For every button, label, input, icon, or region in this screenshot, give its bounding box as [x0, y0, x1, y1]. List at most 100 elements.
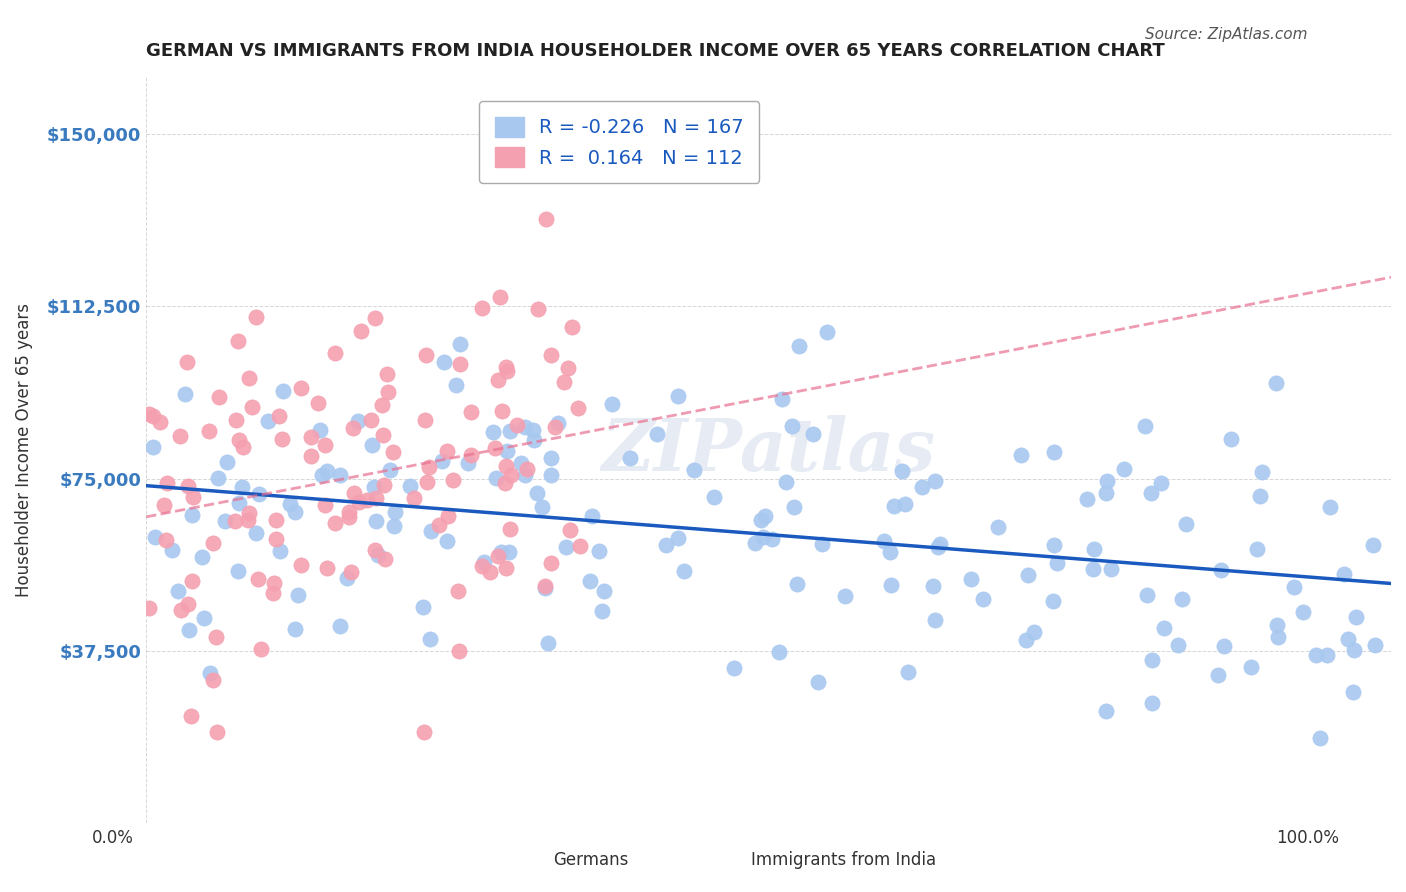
- Point: [347, 414, 370, 428]
- Point: [666, 389, 689, 403]
- Point: [373, 428, 395, 442]
- Point: [180, 709, 202, 723]
- Point: [384, 505, 406, 519]
- Point: [1140, 485, 1163, 500]
- Point: [247, 487, 270, 501]
- Point: [1264, 376, 1286, 390]
- Point: [217, 455, 239, 469]
- Text: Immigrants from India: Immigrants from India: [751, 851, 936, 869]
- Point: [482, 425, 505, 439]
- Point: [894, 497, 917, 511]
- Point: [299, 449, 322, 463]
- Point: [284, 622, 307, 636]
- Point: [1112, 462, 1135, 476]
- Point: [267, 409, 290, 423]
- Point: [1153, 621, 1175, 635]
- Point: [460, 405, 482, 419]
- Point: [1239, 659, 1261, 673]
- Point: [801, 427, 824, 442]
- Point: [437, 508, 460, 523]
- Point: [1220, 432, 1243, 446]
- Point: [1042, 594, 1064, 608]
- Point: [416, 475, 439, 489]
- Point: [169, 602, 191, 616]
- Point: [924, 613, 946, 627]
- Point: [307, 395, 329, 409]
- Point: [228, 334, 250, 349]
- Point: [987, 519, 1010, 533]
- Point: [315, 438, 337, 452]
- Point: [224, 514, 246, 528]
- Point: [231, 479, 253, 493]
- Point: [371, 398, 394, 412]
- Point: [470, 301, 492, 316]
- Point: [1309, 731, 1331, 746]
- Point: [449, 357, 471, 371]
- Point: [176, 479, 198, 493]
- Point: [486, 549, 509, 563]
- Point: [446, 377, 468, 392]
- Point: [290, 558, 312, 572]
- Point: [420, 524, 443, 538]
- Point: [271, 432, 294, 446]
- Point: [495, 444, 517, 458]
- Point: [489, 290, 512, 304]
- Point: [960, 572, 983, 586]
- Point: [271, 384, 294, 399]
- Point: [749, 513, 772, 527]
- Point: [284, 505, 307, 519]
- Point: [238, 370, 260, 384]
- Point: [176, 354, 198, 368]
- Point: [1150, 476, 1173, 491]
- Point: [897, 665, 920, 680]
- Point: [1343, 643, 1365, 657]
- Point: [927, 541, 949, 555]
- Point: [1333, 566, 1355, 581]
- Point: [142, 440, 165, 454]
- Point: [568, 540, 591, 554]
- Point: [567, 401, 589, 415]
- Point: [375, 368, 398, 382]
- Point: [427, 518, 450, 533]
- Point: [499, 424, 522, 438]
- Point: [214, 514, 236, 528]
- Point: [336, 571, 359, 585]
- Point: [245, 525, 267, 540]
- Point: [561, 320, 583, 334]
- Point: [238, 506, 260, 520]
- Point: [364, 543, 387, 558]
- Text: Germans: Germans: [553, 851, 628, 869]
- Point: [201, 535, 224, 549]
- Point: [786, 577, 808, 591]
- Point: [1097, 475, 1119, 489]
- Point: [513, 419, 536, 434]
- Text: 0.0%: 0.0%: [91, 829, 134, 847]
- Point: [143, 530, 166, 544]
- Point: [655, 538, 678, 552]
- Point: [374, 552, 396, 566]
- Point: [1083, 562, 1105, 576]
- Point: [515, 467, 537, 482]
- Point: [683, 462, 706, 476]
- Point: [1099, 562, 1122, 576]
- Point: [308, 423, 330, 437]
- Text: Source: ZipAtlas.com: Source: ZipAtlas.com: [1144, 27, 1308, 42]
- Point: [553, 375, 575, 389]
- Point: [911, 480, 934, 494]
- Point: [193, 611, 215, 625]
- Point: [498, 545, 520, 559]
- Point: [537, 635, 560, 649]
- Point: [430, 454, 453, 468]
- Point: [366, 515, 388, 529]
- Point: [323, 346, 346, 360]
- Point: [1319, 500, 1341, 515]
- Point: [540, 556, 562, 570]
- Point: [1265, 617, 1288, 632]
- Point: [1209, 563, 1232, 577]
- Point: [972, 592, 994, 607]
- Point: [449, 337, 471, 351]
- Point: [412, 724, 434, 739]
- Point: [522, 423, 544, 437]
- Point: [418, 459, 440, 474]
- Point: [198, 424, 221, 438]
